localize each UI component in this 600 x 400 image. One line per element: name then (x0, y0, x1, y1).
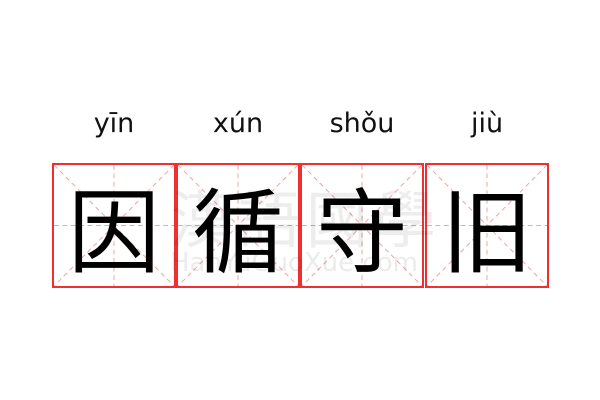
character-4: 旧 (440, 180, 533, 287)
character-2: 循 (191, 180, 284, 287)
character-3: 守 (315, 180, 408, 287)
pinyin-3: shǒu (329, 108, 395, 139)
grid-guides (302, 165, 422, 286)
pinyin-1: yīn (93, 108, 135, 139)
character-box-2: 循 (176, 163, 300, 288)
character-box-3: 守 (300, 163, 424, 288)
character-1: 因 (67, 180, 160, 287)
grid-guides (54, 165, 174, 286)
character-box-1: 因 (52, 163, 176, 288)
pinyin-2: xún (212, 108, 264, 139)
grid-guides (427, 165, 547, 286)
grid-guides (178, 165, 298, 286)
watermark-chinese: 漢語國學 (170, 184, 443, 257)
character-box-4: 旧 (425, 163, 549, 288)
watermark-latin: HanYuGuoXue.com (170, 248, 418, 278)
pinyin-4: jiù (470, 108, 504, 139)
